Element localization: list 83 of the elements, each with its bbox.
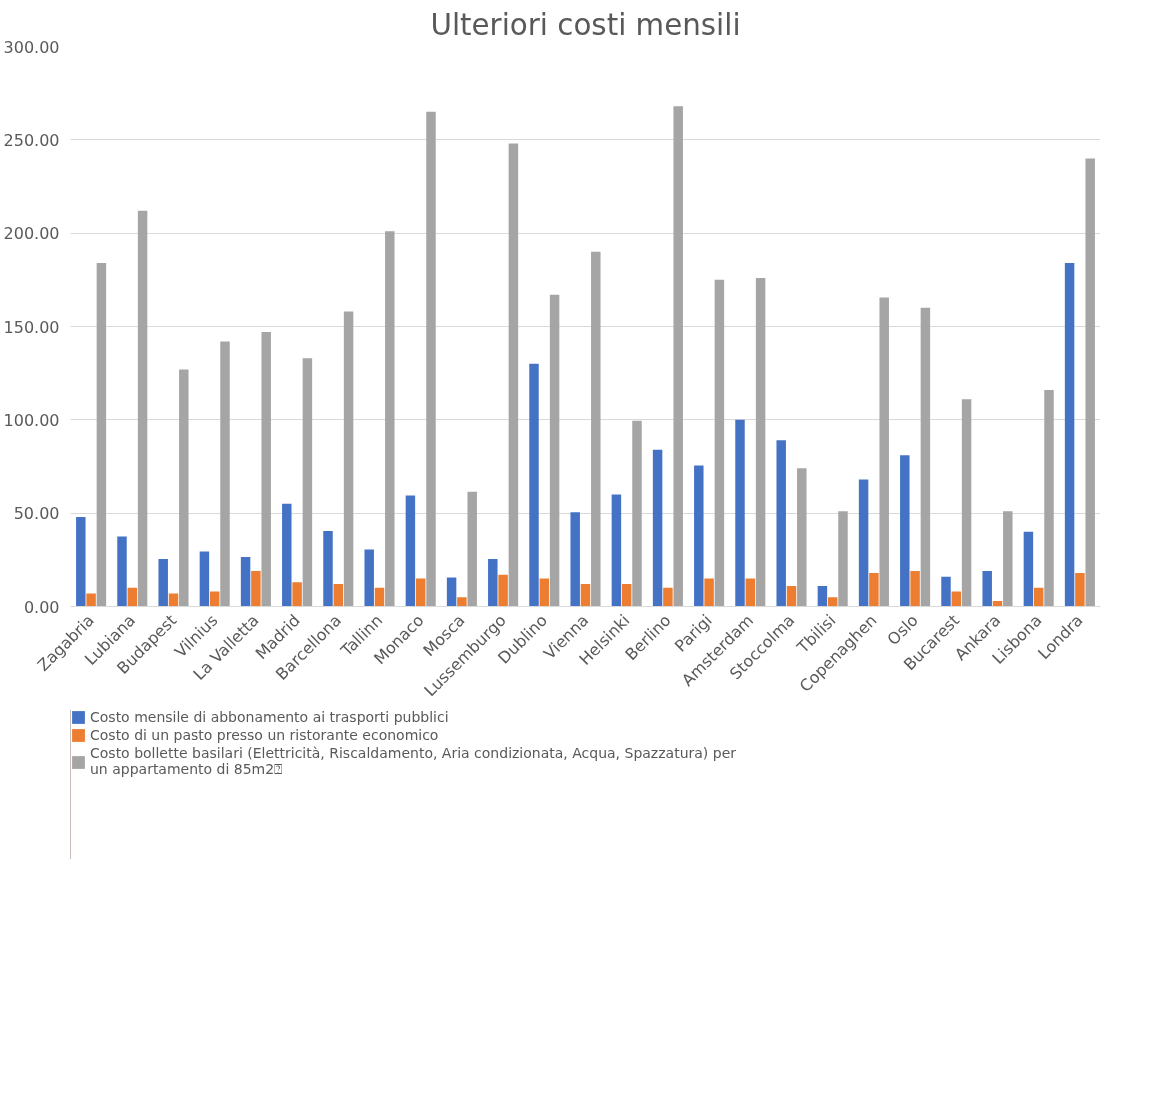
bar [467,491,477,607]
bar [158,558,168,607]
y-tick-label: 100.00 [3,410,60,430]
bar [76,516,86,607]
bar [838,511,848,607]
bar [137,210,148,607]
bar [508,143,519,607]
bar [488,558,498,607]
bar [632,420,642,607]
bar [261,332,271,607]
y-tick-label: 0.00 [23,597,60,617]
bar [621,584,632,607]
y-tick-label: 250.00 [3,130,60,150]
bar [652,449,663,607]
bar [776,440,786,607]
bar [591,251,601,607]
bar [570,512,580,607]
bar [704,578,714,607]
bar [498,574,508,607]
bar [900,455,910,607]
bar [827,597,838,607]
y-tick-label: 150.00 [3,317,60,337]
bar [745,578,756,607]
bar [961,399,972,607]
bar [446,577,457,607]
bar [251,571,261,607]
bar [1085,158,1095,607]
bar [755,277,766,607]
bar [982,571,992,607]
bar [168,593,179,607]
legend-label: Costo di un pasto presso un ristorante economico [90,727,439,743]
bar [426,111,436,607]
bar [539,578,550,607]
bar [343,311,354,607]
bar [220,341,230,607]
bar [282,503,292,607]
bar [869,572,879,607]
bar [786,585,797,607]
bar [179,369,189,607]
bar [364,549,374,607]
bar [240,557,251,607]
bar [1023,531,1034,607]
bar [673,106,683,607]
bar [580,584,591,607]
bar [549,294,560,607]
bar [797,468,807,607]
bar [385,231,395,607]
legend-label: Costo mensile di abbonamento ai trasporti pubblici [90,709,449,725]
chart-title: Ulteriori costi mensili [430,7,741,42]
bar [879,297,889,607]
y-tick-label: 300.00 [3,37,60,57]
bar [694,465,704,607]
bar [1033,587,1044,607]
bar [1044,389,1054,607]
bar [127,587,138,607]
bar [1075,572,1085,607]
bar [199,551,210,607]
y-tick-label: 50.00 [13,504,60,524]
bar [457,597,467,607]
bar [735,419,745,607]
bar [117,536,127,607]
bar [920,307,931,607]
bar [333,584,344,607]
y-tick-label: 200.00 [3,224,60,244]
bar [415,578,426,607]
bar [374,587,385,607]
bar [611,494,622,607]
bar [817,585,828,607]
bar [941,576,951,607]
bar [323,530,333,607]
bar [405,495,416,607]
bar [86,593,96,607]
bar [302,358,313,607]
bar [663,587,673,607]
bar [858,479,869,607]
bar [1003,511,1013,607]
bar [1064,263,1075,607]
bar [292,582,302,607]
legend-label: Costo bollette basilari (Elettricità, Riscaldamento, Aria condizionata, Acqua, Spazzatura) per un appartamento di 85m2⍰ [90,745,737,778]
bar [910,571,920,607]
bar [529,363,539,607]
bar [714,279,725,607]
bar [96,263,107,607]
